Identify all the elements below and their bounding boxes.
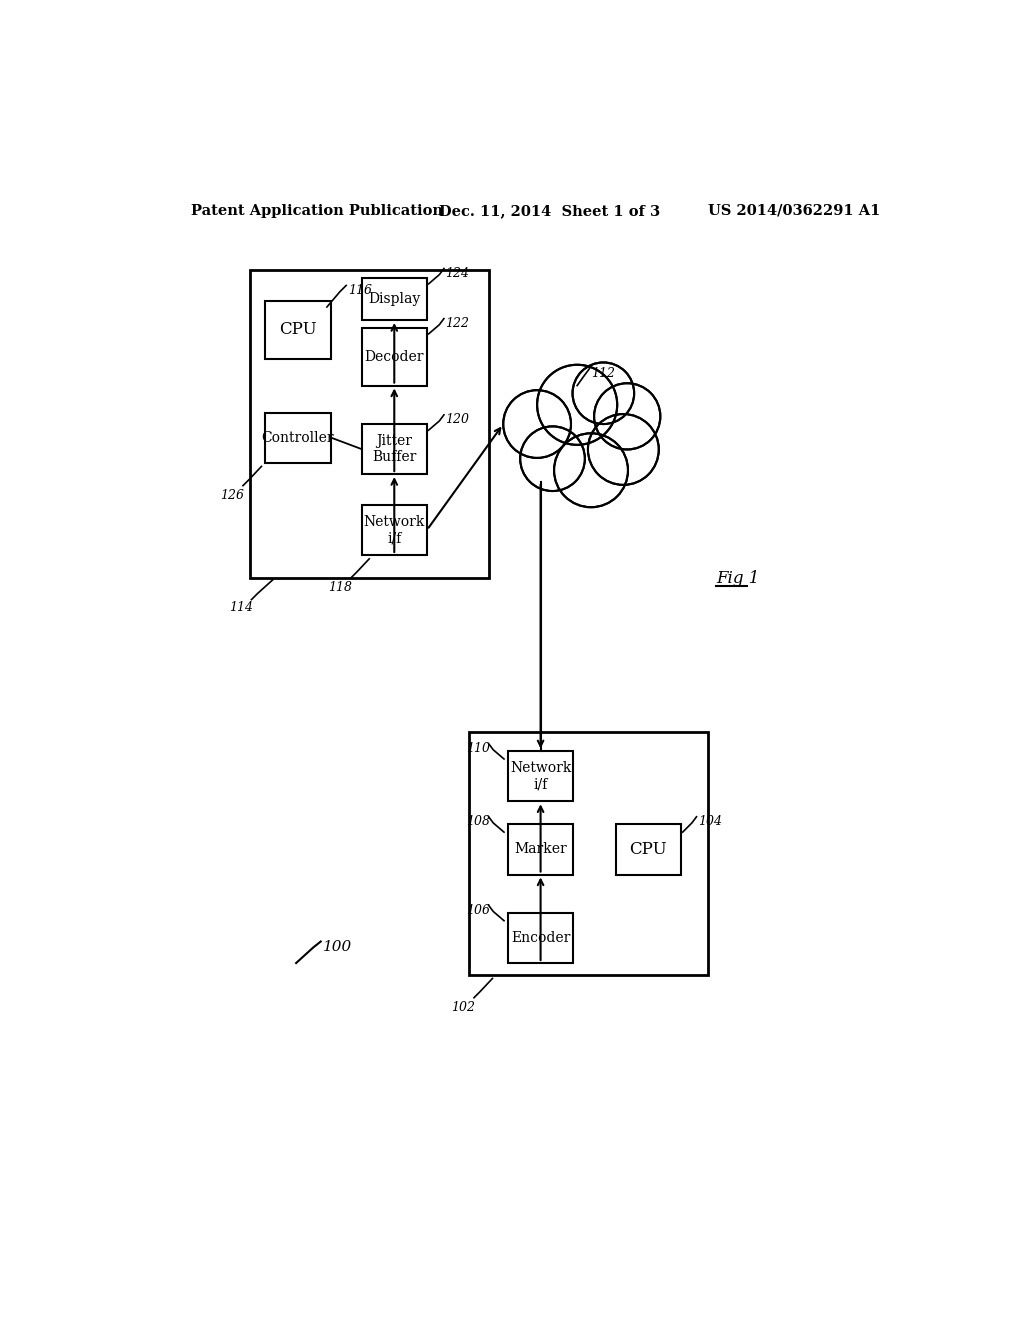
Circle shape: [572, 363, 634, 424]
Text: CPU: CPU: [630, 841, 668, 858]
Circle shape: [594, 383, 660, 450]
Text: 100: 100: [323, 940, 352, 954]
Circle shape: [538, 364, 617, 445]
Bar: [361, 424, 427, 474]
Text: Network
i/f: Network i/f: [510, 762, 571, 792]
Circle shape: [554, 433, 628, 507]
Text: 102: 102: [452, 1001, 475, 1014]
Bar: [361, 327, 427, 385]
Bar: [469, 733, 708, 974]
Polygon shape: [504, 363, 660, 507]
Text: Display: Display: [369, 292, 421, 306]
Bar: [508, 751, 573, 801]
Bar: [250, 271, 488, 578]
Text: 116: 116: [348, 284, 372, 297]
Bar: [265, 413, 331, 462]
Text: Dec. 11, 2014  Sheet 1 of 3: Dec. 11, 2014 Sheet 1 of 3: [438, 203, 659, 218]
Text: 124: 124: [445, 267, 469, 280]
Bar: [361, 506, 427, 554]
Text: Fig 1: Fig 1: [716, 569, 759, 586]
Text: 110: 110: [466, 742, 490, 755]
Text: 112: 112: [591, 367, 615, 380]
Text: Network
i/f: Network i/f: [364, 515, 425, 545]
Bar: [615, 825, 681, 875]
Bar: [265, 301, 331, 359]
Text: Patent Application Publication: Patent Application Publication: [190, 203, 442, 218]
Text: Marker: Marker: [514, 842, 567, 857]
Text: Jitter
Buffer: Jitter Buffer: [372, 434, 417, 465]
Text: 126: 126: [220, 488, 245, 502]
Bar: [361, 277, 427, 321]
Text: 108: 108: [466, 816, 490, 828]
Text: 122: 122: [445, 317, 469, 330]
Text: Controller: Controller: [262, 430, 335, 445]
Text: 118: 118: [329, 581, 352, 594]
Text: US 2014/0362291 A1: US 2014/0362291 A1: [708, 203, 881, 218]
Circle shape: [520, 426, 585, 491]
Text: 120: 120: [445, 413, 469, 426]
Text: CPU: CPU: [280, 321, 316, 338]
Bar: [508, 913, 573, 964]
Circle shape: [588, 414, 658, 484]
Bar: [508, 825, 573, 875]
Text: Decoder: Decoder: [365, 350, 424, 364]
Circle shape: [503, 391, 571, 458]
Text: 106: 106: [466, 904, 490, 917]
Text: 104: 104: [698, 816, 722, 828]
Text: Encoder: Encoder: [511, 931, 570, 945]
Text: 114: 114: [229, 601, 253, 614]
